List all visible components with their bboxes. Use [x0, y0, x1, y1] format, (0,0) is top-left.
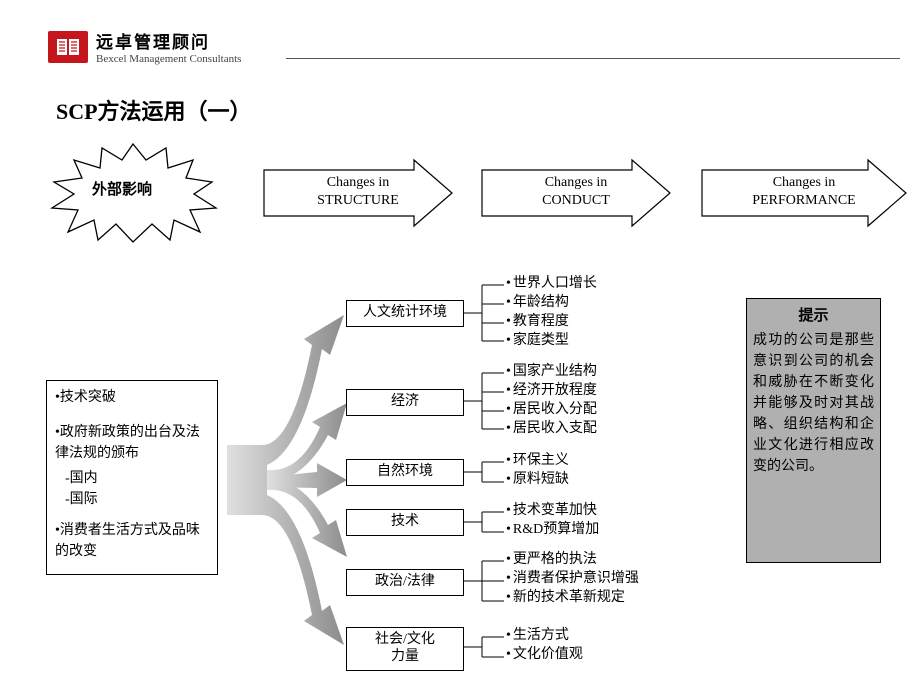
- bullet-item: 环保主义: [506, 452, 569, 471]
- left-item: •消费者生活方式及品味的改变: [55, 520, 209, 562]
- bullets-economy: 国家产业结构 经济开放程度 居民收入分配 居民收入支配: [506, 363, 597, 439]
- left-item: •政府新政策的出台及法律法规的颁布: [55, 422, 209, 464]
- left-item: •技术突破: [55, 387, 209, 408]
- hint-box: 提示 成功的公司是那些意识到公司的机会和威胁在不断变化并能够及时对其战略、组织结…: [746, 298, 881, 563]
- bullets-tech: 技术变革加快 R&D预算增加: [506, 502, 599, 540]
- starburst-label: 外部影响: [92, 178, 152, 199]
- bullet-item: 文化价值观: [506, 646, 583, 665]
- arrow2-l1: Changes in: [545, 175, 608, 190]
- cat-tech: 技术: [346, 509, 464, 536]
- cat-politics: 政治/法律: [346, 569, 464, 596]
- cat-social-l1: 社会/文化: [375, 632, 435, 647]
- arrow3-l2: PERFORMANCE: [752, 193, 855, 208]
- bracket: [464, 453, 506, 493]
- hint-title: 提示: [753, 305, 874, 328]
- bullets-demographics: 世界人口增长 年龄结构 教育程度 家庭类型: [506, 275, 597, 351]
- bullet-item: 世界人口增长: [506, 275, 597, 294]
- left-sub: -国际: [55, 489, 209, 510]
- bullet-item: 教育程度: [506, 313, 597, 332]
- bullet-item: 生活方式: [506, 627, 583, 646]
- page-title: SCP方法运用（一）: [56, 94, 252, 126]
- bullet-item: 国家产业结构: [506, 363, 597, 382]
- cat-demographics: 人文统计环境: [346, 300, 464, 327]
- bracket: [464, 366, 506, 443]
- cat-social: 社会/文化力量: [346, 627, 464, 671]
- arrow2-l2: CONDUCT: [542, 193, 610, 208]
- cat-economy: 经济: [346, 389, 464, 416]
- logo-icon: [48, 31, 88, 63]
- bullet-item: 经济开放程度: [506, 382, 597, 401]
- arrow-structure: Changes in STRUCTURE: [262, 158, 454, 228]
- arrow1-l1: Changes in: [327, 175, 390, 190]
- arrow-performance: Changes in PERFORMANCE: [700, 158, 908, 228]
- bullets-social: 生活方式 文化价值观: [506, 627, 583, 665]
- external-factors-box: •技术突破 •政府新政策的出台及法律法规的颁布 -国内 -国际 •消费者生活方式…: [46, 380, 218, 575]
- cat-social-l2: 力量: [391, 649, 419, 664]
- bullet-item: 消费者保护意识增强: [506, 570, 639, 589]
- bullet-item: 家庭类型: [506, 332, 597, 351]
- bullet-item: 技术变革加快: [506, 502, 599, 521]
- logo-cn: 远卓管理顾问: [96, 28, 241, 53]
- bullet-item: 新的技术革新规定: [506, 589, 639, 608]
- bullets-politics: 更严格的执法 消费者保护意识增强 新的技术革新规定: [506, 551, 639, 608]
- bullets-nature: 环保主义 原料短缺: [506, 452, 569, 490]
- bullet-item: 原料短缺: [506, 471, 569, 490]
- bullet-item: 更严格的执法: [506, 551, 639, 570]
- hint-body: 成功的公司是那些意识到公司的机会和威胁在不断变化并能够及时对其战略、组织结构和企…: [753, 330, 874, 477]
- header-divider: [286, 58, 900, 59]
- bracket: [464, 552, 506, 610]
- bullet-item: 居民收入支配: [506, 420, 597, 439]
- cat-nature: 自然环境: [346, 459, 464, 486]
- logo-en: Bexcel Management Consultants: [96, 53, 241, 65]
- bracket: [464, 503, 506, 543]
- arrow-conduct: Changes in CONDUCT: [480, 158, 672, 228]
- bullet-item: 居民收入分配: [506, 401, 597, 420]
- bullet-item: 年龄结构: [506, 294, 597, 313]
- bracket: [464, 628, 506, 668]
- left-sub: -国内: [55, 468, 209, 489]
- bracket: [464, 278, 506, 355]
- arrow3-l1: Changes in: [773, 175, 836, 190]
- logo: 远卓管理顾问 Bexcel Management Consultants: [48, 28, 241, 65]
- multi-arrow: [222, 295, 347, 670]
- arrow1-l2: STRUCTURE: [317, 193, 399, 208]
- bullet-item: R&D预算增加: [506, 521, 599, 540]
